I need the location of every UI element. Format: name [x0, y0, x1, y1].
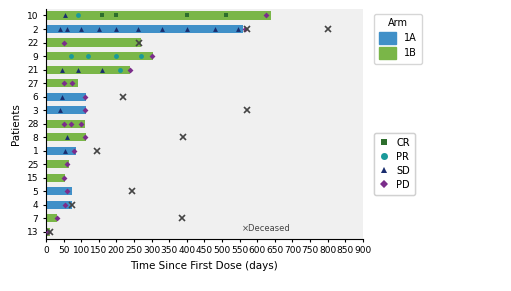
Bar [46, 201, 73, 209]
Bar [46, 160, 69, 168]
Bar [46, 187, 73, 195]
Bar [46, 11, 271, 19]
Bar [46, 52, 153, 60]
Bar [46, 65, 130, 74]
Bar [46, 228, 50, 236]
Bar [46, 25, 243, 33]
Bar [46, 38, 141, 47]
Bar [46, 133, 86, 141]
Bar [46, 147, 76, 155]
Legend: CR, PR, SD, PD: CR, PR, SD, PD [374, 133, 415, 194]
Bar [46, 79, 78, 87]
Text: ×Deceased: ×Deceased [241, 224, 290, 233]
Bar [46, 93, 86, 101]
Y-axis label: Patients: Patients [11, 103, 21, 145]
Bar [46, 120, 85, 128]
X-axis label: Time Since First Dose (days): Time Since First Dose (days) [130, 261, 278, 271]
Bar [46, 214, 57, 222]
Bar [46, 174, 65, 182]
Bar [46, 106, 86, 114]
